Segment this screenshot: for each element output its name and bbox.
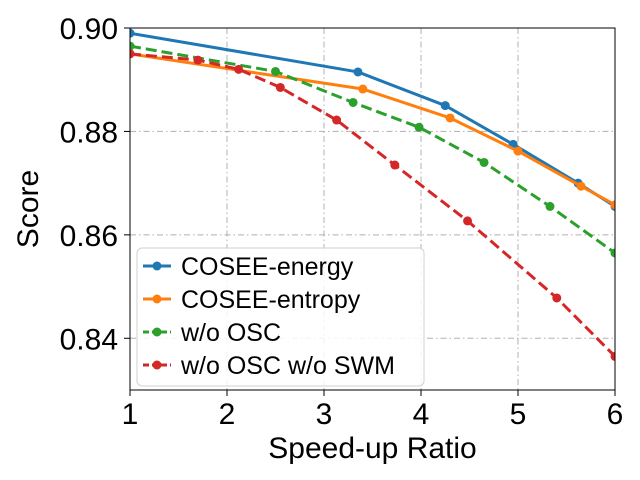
data-point	[479, 157, 489, 167]
data-point	[610, 351, 615, 361]
data-point	[390, 160, 400, 170]
legend-marker	[152, 360, 162, 370]
data-point	[234, 64, 244, 74]
legend-marker	[152, 261, 162, 271]
x-axis-label: Speed-up Ratio	[268, 432, 476, 465]
y-tick-label: 0.84	[60, 323, 118, 356]
legend-label: w/o OSC	[180, 319, 281, 347]
data-point	[513, 146, 523, 156]
legend-box	[136, 247, 425, 387]
series-cosee-entropy	[130, 49, 615, 210]
data-point	[358, 84, 368, 94]
legend-label: COSEE-energy	[181, 253, 354, 281]
y-axis-label: Score	[12, 170, 45, 248]
data-point	[348, 97, 358, 107]
y-tick-label: 0.88	[60, 116, 118, 149]
data-point	[353, 67, 363, 77]
series-line-w-o-osc-w-o-swm	[130, 52, 615, 358]
series-line-cosee-entropy	[130, 52, 615, 207]
data-point	[130, 49, 135, 59]
data-point	[610, 248, 615, 258]
series-w-o-osc-w-o-swm	[130, 49, 615, 361]
legend-label: w/o OSC w/o SWM	[180, 352, 395, 380]
legend-item-w-o-osc: w/o OSC	[143, 319, 281, 347]
legend-marker	[152, 327, 162, 337]
data-point	[545, 201, 555, 211]
data-point	[193, 55, 203, 65]
legend-item-cosee-entropy: COSEE-entropy	[143, 286, 361, 314]
data-point	[414, 122, 424, 132]
y-tick-label: 0.90	[60, 13, 118, 46]
x-tick-label: 3	[316, 398, 333, 431]
data-point	[552, 293, 562, 303]
series-w-o-osc	[130, 41, 615, 258]
legend-label: COSEE-entropy	[181, 286, 361, 314]
legend-item-w-o-osc-w-o-swm: w/o OSC w/o SWM	[143, 352, 395, 380]
series-layer	[130, 28, 615, 361]
data-point	[130, 41, 135, 51]
x-tick-label: 5	[510, 398, 527, 431]
data-point	[576, 181, 586, 191]
legend-marker	[152, 294, 162, 304]
data-point	[440, 101, 450, 111]
data-point	[271, 66, 280, 76]
data-point	[445, 113, 455, 123]
x-tick-label: 2	[219, 398, 236, 431]
data-point	[610, 200, 615, 210]
x-tick-label: 4	[413, 398, 430, 431]
legend-item-cosee-energy: COSEE-energy	[143, 253, 354, 281]
data-point	[463, 216, 473, 226]
data-point	[332, 115, 342, 125]
data-point	[130, 28, 135, 38]
ticks: 1 2 3 4 5 6 0.84 0.86 0.88 0.90	[60, 13, 624, 431]
y-tick-label: 0.86	[60, 220, 118, 253]
data-point	[275, 82, 285, 92]
plot-frame	[129, 27, 616, 391]
x-tick-label: 6	[607, 398, 624, 431]
x-tick-label: 1	[122, 398, 139, 431]
legend: COSEE-energy COSEE-entropy w/o OSC w/o OSC …	[136, 247, 425, 387]
